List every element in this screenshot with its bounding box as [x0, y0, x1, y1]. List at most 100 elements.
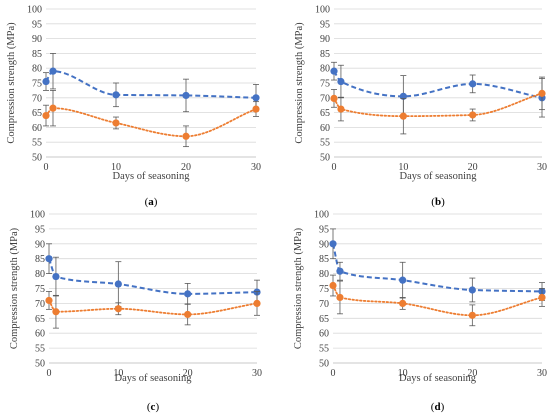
- y-tick-label: 75: [32, 79, 42, 90]
- panel-label: (c): [147, 401, 160, 413]
- data-point: [49, 67, 57, 75]
- y-tick-label: 60: [319, 329, 329, 340]
- y-tick-label: 95: [35, 224, 45, 235]
- y-tick-label: 70: [320, 93, 330, 104]
- y-tick-label: 90: [320, 34, 330, 45]
- data-point: [399, 112, 407, 120]
- data-point: [252, 94, 260, 102]
- panel-label: (d): [431, 401, 445, 413]
- y-tick-label: 55: [320, 138, 330, 149]
- x-tick-label: 10: [398, 368, 408, 379]
- y-tick-label: 90: [35, 239, 45, 250]
- chart-panel-c: 50 55 60 65 70 75 80 85 90 95 100 0 10 20 30 Days of se…: [9, 210, 262, 414]
- y-tick-label: 100: [30, 210, 45, 221]
- x-tick-label: 20: [468, 162, 478, 173]
- y-tick-label: 100: [315, 5, 330, 16]
- x-tick-label: 10: [113, 368, 123, 379]
- data-point: [42, 77, 50, 86]
- y-tick-label: 55: [35, 344, 45, 355]
- y-tick-label: 90: [32, 34, 42, 45]
- y-tick-label: 55: [32, 138, 42, 149]
- y-tick-label: 80: [320, 64, 330, 75]
- y-tick-label: 75: [320, 79, 330, 90]
- x-axis-title: Days of seasoning: [400, 171, 478, 182]
- y-tick-label: 50: [320, 153, 330, 164]
- y-tick-label: 60: [35, 329, 45, 340]
- y-tick-label: 80: [319, 269, 329, 280]
- chart-panel-b: 50 55 60 65 70 75 80 85 90 95 100 0 10 20 30 Days of se…: [294, 5, 547, 209]
- x-tick-label: 20: [183, 368, 193, 379]
- data-point: [52, 272, 60, 281]
- data-point: [399, 276, 407, 284]
- series-line-2: [48, 299, 258, 316]
- x-tick-label: 10: [398, 162, 408, 173]
- y-tick-label: 85: [320, 49, 330, 60]
- data-point: [330, 67, 338, 75]
- data-point: [468, 286, 476, 294]
- x-tick-label: 0: [44, 162, 49, 173]
- x-tick-label: 0: [331, 368, 336, 379]
- y-tick-label: 75: [319, 284, 329, 295]
- y-tick-label: 50: [35, 359, 45, 370]
- y-tick-label: 100: [27, 5, 42, 16]
- y-axis-title: Compression strength (MPa): [9, 227, 20, 349]
- panel-label: (a): [145, 196, 158, 208]
- y-tick-label: 85: [32, 49, 42, 60]
- y-tick-label: 65: [35, 314, 45, 325]
- y-tick-label: 50: [319, 359, 329, 370]
- y-tick-label: 50: [32, 153, 42, 164]
- data-point: [399, 299, 407, 307]
- y-axis-title: Compression strength (MPa): [6, 22, 17, 144]
- y-tick-label: 65: [320, 108, 330, 119]
- x-tick-label: 30: [537, 162, 547, 173]
- x-axis-title: Days of seasoning: [113, 171, 191, 182]
- data-point: [253, 299, 261, 307]
- x-axis-title: Days of seasoning: [399, 373, 477, 384]
- y-tick-label: 65: [319, 314, 329, 325]
- data-point: [114, 280, 122, 288]
- data-point: [538, 293, 546, 302]
- y-tick-label: 85: [35, 254, 45, 265]
- x-tick-label: 30: [252, 368, 262, 379]
- y-tick-label: 80: [35, 269, 45, 280]
- data-point: [330, 94, 338, 102]
- data-point: [182, 91, 190, 100]
- y-tick-label: 100: [314, 210, 329, 221]
- data-point: [336, 267, 344, 275]
- data-point: [112, 91, 120, 99]
- chart-panel-a: 50 55 60 65 70 75 80 85 90 95 100 0 10 20 30 Days of se…: [6, 5, 261, 209]
- data-point: [469, 111, 477, 119]
- y-tick-label: 95: [32, 19, 42, 30]
- panel-label: (b): [431, 196, 445, 208]
- y-tick-label: 95: [320, 19, 330, 30]
- y-tick-label: 70: [32, 93, 42, 104]
- data-point: [114, 305, 122, 313]
- data-point: [336, 293, 344, 302]
- data-point: [182, 132, 190, 140]
- data-point: [329, 281, 337, 290]
- series-line-1: [45, 70, 257, 99]
- data-point: [184, 290, 192, 298]
- y-tick-label: 60: [320, 123, 330, 134]
- data-point: [184, 310, 192, 319]
- y-tick-label: 95: [319, 224, 329, 235]
- y-tick-label: 75: [35, 284, 45, 295]
- chart-panel-d: 50 55 60 65 70 75 80 85 90 95 100 0 10 20 30 Days of se…: [293, 210, 547, 414]
- data-point: [329, 240, 337, 248]
- x-tick-label: 20: [181, 162, 191, 173]
- data-point: [112, 119, 120, 127]
- x-tick-label: 30: [251, 162, 261, 173]
- series-line-1: [332, 243, 543, 293]
- x-tick-label: 20: [467, 368, 477, 379]
- y-tick-label: 70: [319, 299, 329, 310]
- data-point: [538, 89, 546, 97]
- y-tick-label: 80: [32, 64, 42, 75]
- x-axis-title: Days of seasoning: [115, 373, 193, 384]
- y-tick-label: 85: [319, 254, 329, 265]
- y-tick-label: 65: [32, 108, 42, 119]
- y-tick-label: 60: [32, 123, 42, 134]
- data-point: [52, 308, 60, 316]
- data-point: [469, 80, 477, 88]
- y-axis-title: Compression strength (MPa): [293, 227, 304, 349]
